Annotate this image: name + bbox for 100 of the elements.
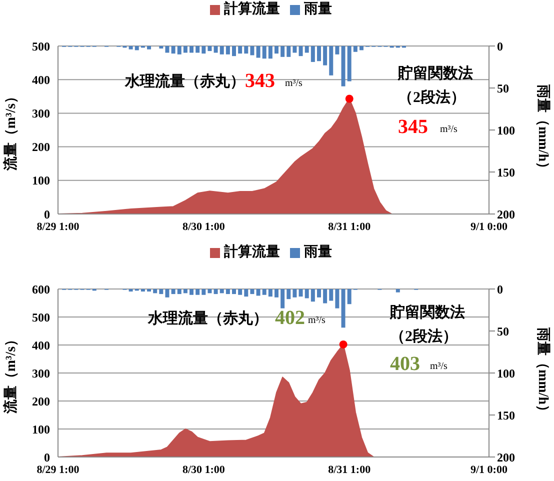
bar: [220, 289, 224, 294]
bar: [250, 46, 254, 56]
bar: [298, 289, 303, 297]
bar: [256, 46, 260, 58]
bar: [329, 46, 334, 76]
annotation: m³/s: [440, 124, 458, 135]
x-tick-label: 8/29 1:00: [36, 464, 80, 476]
y-tick-label: 600: [32, 282, 50, 296]
legend-label: 雨量: [304, 245, 332, 260]
y-tick-label: 0: [44, 450, 50, 464]
bar: [196, 289, 200, 295]
bar: [165, 46, 170, 53]
bar: [250, 289, 254, 294]
bar: [304, 289, 309, 298]
bar: [190, 289, 194, 295]
bar: [280, 46, 285, 57]
bar: [280, 289, 285, 308]
bar: [310, 46, 315, 62]
bar: [226, 46, 230, 54]
annotation: 343: [245, 70, 275, 92]
bar: [347, 46, 352, 82]
annotation: 貯留関数法: [390, 305, 465, 322]
bar: [177, 289, 182, 294]
bar: [286, 46, 291, 57]
bar: [262, 46, 266, 59]
bar: [177, 46, 182, 54]
y2-tick-label: 100: [497, 366, 515, 380]
bar: [214, 289, 218, 294]
y2-tick-label: 150: [497, 408, 515, 422]
x-tick-label: 8/30 1:00: [182, 464, 226, 476]
bar: [316, 46, 321, 62]
bar: [140, 289, 145, 292]
y-tick-label: 200: [32, 394, 50, 408]
bar: [323, 289, 328, 304]
y2-tick-label: 0: [497, 282, 503, 296]
y2-tick-label: 50: [497, 324, 509, 338]
bar: [292, 46, 297, 53]
y-tick-label: 300: [32, 366, 50, 380]
bar: [341, 46, 346, 86]
bar: [341, 289, 346, 328]
bar: [347, 289, 352, 304]
x-tick-label: 8/30 1:00: [182, 220, 226, 233]
y-tick-label: 400: [32, 338, 50, 352]
bar: [232, 289, 236, 294]
y-tick-label: 100: [32, 422, 50, 436]
y2-tick-label: 100: [497, 123, 515, 138]
x-tick-label: 9/1 0:00: [470, 220, 508, 233]
y2-tick-label: 0: [497, 39, 503, 54]
bar: [134, 46, 139, 50]
bar: [238, 289, 242, 295]
y-tick-label: 500: [32, 39, 50, 54]
legend-label: 計算流量: [224, 2, 280, 17]
annotation: 水理流量（赤丸）: [148, 311, 268, 328]
x-tick-label: 9/1 0:00: [470, 464, 508, 476]
bar: [323, 46, 328, 66]
y-tick-label: 200: [32, 140, 50, 154]
x-tick-label: 8/31 1:00: [328, 220, 372, 233]
y-tick-label: 100: [32, 174, 50, 188]
x-tick-label: 8/31 1:00: [328, 464, 372, 476]
bar: [329, 289, 334, 301]
bar: [310, 289, 315, 302]
annotation: m³/s: [430, 361, 448, 372]
bar: [335, 46, 340, 54]
annotation: 402: [275, 307, 305, 329]
bar: [232, 46, 236, 56]
bar: [244, 46, 248, 54]
bar: [226, 289, 230, 294]
bar: [220, 46, 224, 54]
bar: [262, 289, 266, 295]
y2-axis-title: 雨量（mm/h）: [535, 84, 552, 176]
legend-label: 計算流量: [224, 245, 280, 260]
bar: [190, 46, 194, 53]
bar: [147, 289, 152, 292]
bar: [244, 289, 248, 297]
annotation: 345: [398, 116, 428, 138]
annotation: （2段法）: [398, 90, 466, 106]
bar: [128, 46, 133, 50]
y-tick-label: 400: [32, 72, 50, 87]
bar: [159, 46, 164, 49]
y-tick-label: 0: [44, 207, 50, 222]
bar: [183, 289, 188, 294]
bar: [147, 46, 152, 50]
y-tick-label: 500: [32, 310, 50, 324]
bar: [202, 46, 206, 54]
bar: [353, 46, 358, 52]
y2-axis-title: 雨量（mm/h）: [535, 326, 552, 418]
bar: [268, 46, 272, 59]
bar: [208, 289, 212, 294]
bar: [171, 46, 176, 54]
bar: [396, 289, 400, 292]
bar: [202, 289, 206, 295]
bar: [292, 289, 297, 298]
bar: [238, 46, 242, 54]
y2-tick-label: 200: [497, 450, 515, 464]
bar: [274, 289, 278, 298]
bar: [183, 46, 188, 53]
bar: [159, 289, 164, 294]
bar: [335, 289, 340, 308]
bar: [268, 289, 272, 297]
bar: [359, 46, 364, 50]
